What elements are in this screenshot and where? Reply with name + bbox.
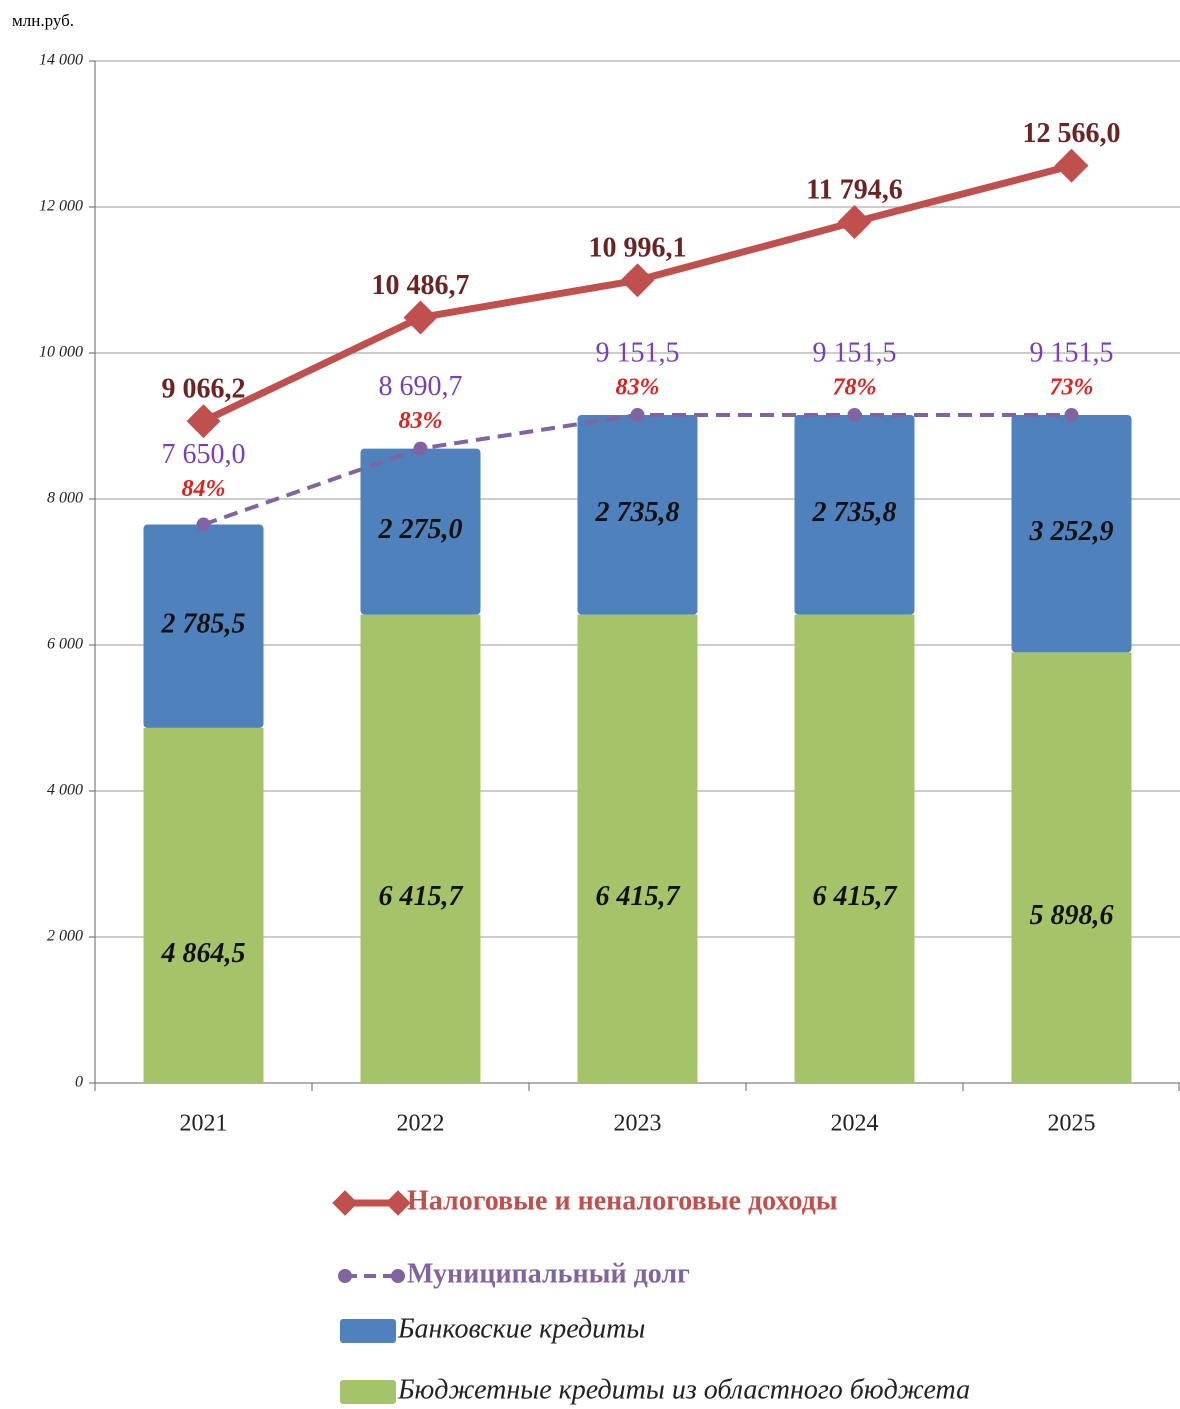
legend-label: Налоговые и неналоговые доходы [407,1185,838,1216]
x-tick-label: 2021 [180,1111,228,1137]
legend-label: Бюджетные кредиты из областного бюджета [397,1374,970,1405]
point [630,407,645,422]
line-label: 10 486,7 [372,270,470,301]
bar-label: 2 785,5 [161,609,246,640]
bar-segment [360,448,481,615]
y-tick-label: 2 000 [47,928,83,945]
bar-label: 2 735,8 [812,497,897,528]
x-tick-label: 2023 [614,1111,662,1137]
bar-label: 2 275,0 [378,514,463,545]
y-tick-label: 12 000 [39,198,83,215]
line-label: 7 650,0 [162,439,246,470]
legend-swatch [340,1319,396,1343]
y-tick-label: 4 000 [47,782,83,799]
line-label: 9 151,5 [813,337,897,368]
line-label: 8 690,7 [379,371,463,402]
y-tick-label: 8 000 [47,490,83,507]
y-tick-label: 14 000 [39,52,83,69]
bar-segment [1011,652,1132,1083]
bar-segment [360,614,481,1083]
point [403,300,438,335]
x-tick-label: 2022 [397,1111,445,1137]
point [837,205,872,239]
share-label: 78% [833,374,877,400]
x-tick-label: 2025 [1048,1111,1096,1137]
y-tick-label: 0 [75,1074,83,1091]
point [186,404,221,439]
bar-label: 6 415,7 [596,881,681,912]
legend-marker [332,1190,358,1216]
line-label: 9 151,5 [1030,337,1114,368]
bar-segment [143,524,264,728]
bar-segment [794,414,915,615]
bar-label: 3 252,9 [1029,516,1114,547]
share-label: 83% [399,408,443,434]
bar-segment [577,414,698,615]
line-label: 11 794,6 [806,174,902,205]
line-label: 10 996,1 [589,233,687,264]
line-label: 9 151,5 [596,337,680,368]
line-label: 12 566,0 [1023,118,1121,149]
legend-label: Банковские кредиты [397,1313,645,1344]
y-tick-label: 6 000 [47,636,83,653]
bar-label: 2 735,8 [595,497,680,528]
y-tick-label: 10 000 [39,344,83,361]
legend-swatch [340,1380,396,1404]
point [620,263,655,298]
share-label: 84% [182,476,226,502]
bar-segment [143,727,264,1083]
point [847,407,862,422]
share-label: 83% [616,374,660,400]
line-label: 9 066,2 [162,374,246,405]
y-axis-label: млн.руб. [12,11,74,30]
share-label: 73% [1050,374,1094,400]
point [196,517,211,532]
point [413,441,428,456]
bar-segment [794,614,915,1083]
bar-segment [577,614,698,1083]
bar-label: 4 864,5 [161,938,246,969]
legend-label: Муниципальный долг [407,1258,690,1289]
bar-segment [1011,414,1132,653]
bar-label: 6 415,7 [379,881,464,912]
legend-marker [391,1269,405,1283]
bar-label: 6 415,7 [813,881,898,912]
point [1054,148,1089,183]
x-tick-label: 2024 [831,1111,879,1137]
bar-label: 5 898,6 [1030,900,1114,931]
point [1064,407,1079,422]
legend-marker [338,1269,352,1283]
